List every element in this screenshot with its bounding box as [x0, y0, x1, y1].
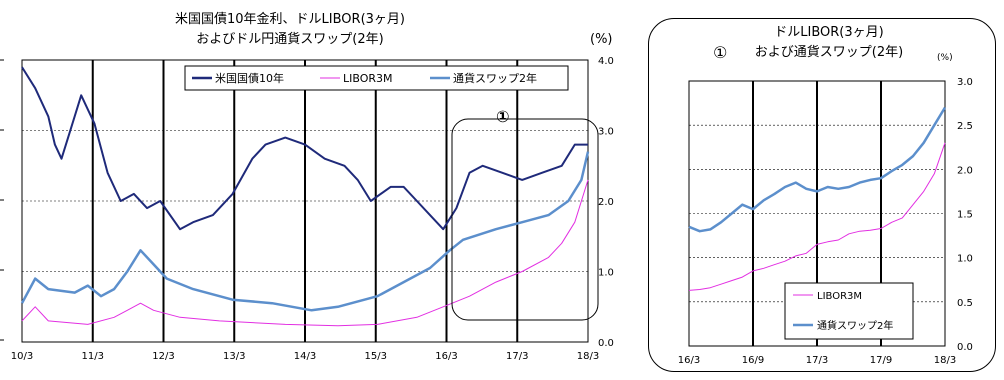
x-tick-label: 17/9 [870, 355, 892, 366]
y-tick-label: 0.0 [957, 342, 973, 353]
x-tick-label: 15/3 [365, 351, 387, 362]
inset-chart-title-line2: および通貨スワップ(2年) [754, 45, 904, 60]
legend-box [784, 282, 914, 340]
y-tick-label: 2.0 [957, 165, 973, 176]
x-tick-label: 12/3 [152, 351, 174, 362]
y-tick-label: 1.0 [598, 268, 614, 279]
legend-label-1: 通貨スワップ2年 [817, 319, 893, 332]
y-tick-label: 1.0 [957, 254, 973, 265]
main-line-chart: 0.0 1.0 2.0 3.0 4.0 10/3 11/3 12/3 13/3 14/3 15/3 1… [0, 56, 614, 362]
x-tick-label: 17/3 [506, 351, 528, 362]
x-tick-label: 10/3 [11, 351, 33, 362]
x-tick-label: 18/3 [934, 355, 956, 366]
main-chart-unit: (%) [590, 32, 613, 47]
main-chart-panel: 米国国債10年金利、ドルLIBOR(3ヶ月) およびドル円通貨スワップ(2年) … [0, 10, 614, 362]
x-tick-label: 16/3 [678, 355, 700, 366]
inset-chart-unit: (%) [937, 53, 953, 63]
x-tick-label: 17/3 [806, 355, 828, 366]
main-chart-title-line2: およびドル円通貨スワップ(2年) [196, 32, 384, 47]
y-tick-label: 4.0 [598, 56, 614, 67]
y-tick-label: 2.0 [598, 197, 614, 208]
legend-label-0: LIBOR3M [817, 291, 862, 302]
inset-line-chart: 0.0 0.5 1.0 1.5 2.0 2.5 3.0 16/3 16/9 17/3 17/9 18/… [678, 77, 973, 366]
annotation-marker: ① [496, 107, 510, 126]
legend-label-1: LIBOR3M [343, 72, 393, 85]
series-line-0 [21, 66, 588, 231]
y-tick-label: 2.5 [957, 121, 973, 132]
x-tick-label: 16/3 [435, 351, 457, 362]
x-tick-label: 16/9 [742, 355, 764, 366]
x-tick-label: 18/3 [577, 351, 599, 362]
inset-chart-marker: ① [713, 43, 728, 62]
series-line-1 [688, 106, 947, 233]
inset-chart-title-line1: ドルLIBOR(3ヶ月) [774, 25, 884, 40]
annotation-box [451, 118, 599, 321]
x-tick-label: 13/3 [223, 351, 245, 362]
series-line-0 [688, 142, 946, 291]
y-tick-label: 3.0 [957, 77, 973, 88]
legend-label-2: 通貨スワップ2年 [453, 71, 537, 85]
y-tick-label: 0.0 [598, 338, 614, 349]
main-chart-title: 米国国債10年金利、ドルLIBOR(3ヶ月) およびドル円通貨スワップ(2年) [160, 10, 420, 50]
series-line-2 [20, 151, 590, 312]
inset-chart-panel: ドルLIBOR(3ヶ月) および通貨スワップ(2年) ① (%) 0.0 0.5 1… [648, 18, 996, 372]
x-tick-label: 11/3 [82, 351, 104, 362]
y-tick-label: 0.5 [957, 298, 973, 309]
inset-chart-title: ドルLIBOR(3ヶ月) および通貨スワップ(2年) [729, 23, 929, 63]
y-tick-label: 1.5 [957, 210, 973, 221]
series-line-1 [21, 179, 589, 327]
y-tick-label: 3.0 [598, 127, 614, 138]
x-tick-label: 14/3 [294, 351, 316, 362]
main-chart-title-line1: 米国国債10年金利、ドルLIBOR(3ヶ月) [175, 12, 405, 27]
legend-label-0: 米国国債10年 [215, 71, 284, 85]
legend-box [184, 65, 569, 91]
